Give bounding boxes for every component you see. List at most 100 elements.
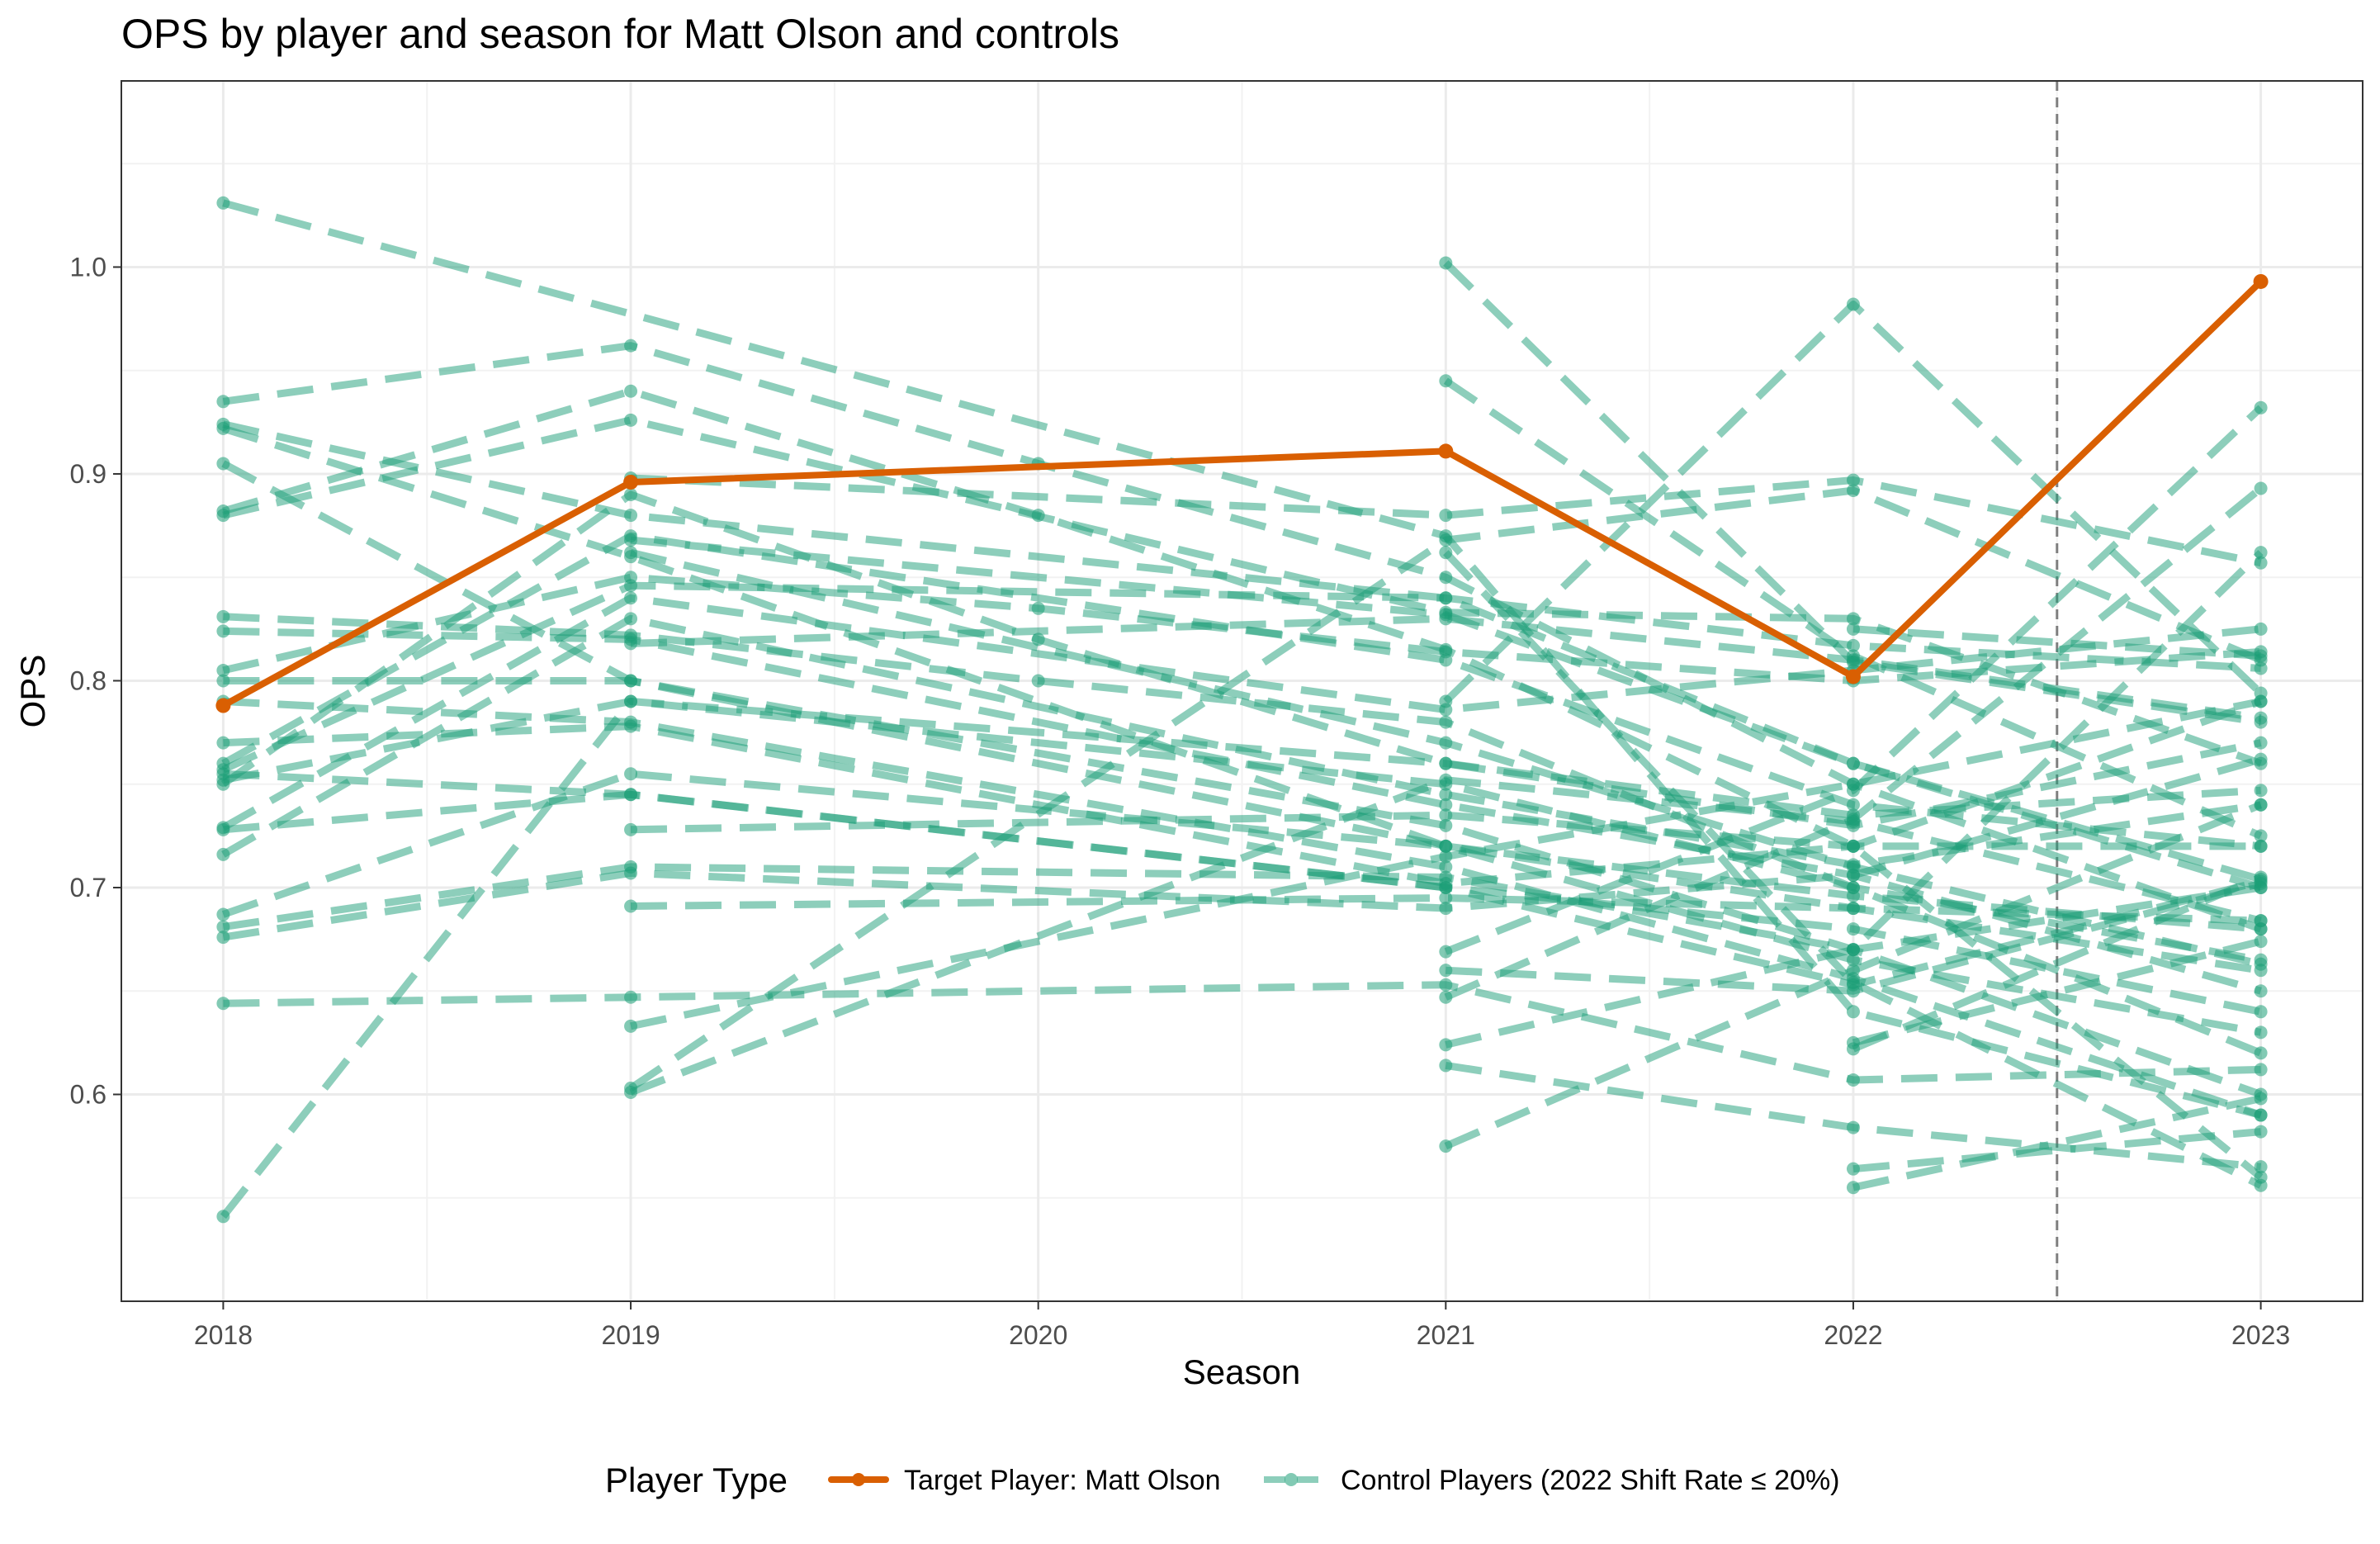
control-point xyxy=(216,920,230,934)
legend: Player Type Target Player: Matt Olson Co… xyxy=(605,1461,1840,1499)
control-point xyxy=(2254,686,2268,700)
control-point xyxy=(1439,694,1453,708)
control-point xyxy=(1439,818,1453,832)
y-axis-title: OPS xyxy=(13,655,52,728)
control-series-line-12 xyxy=(223,698,2263,1119)
control-point xyxy=(216,421,230,435)
control-point xyxy=(1846,1005,1860,1019)
control-point xyxy=(216,1210,230,1224)
control-point xyxy=(2254,1178,2268,1192)
control-series-line-48 xyxy=(1852,937,2262,1047)
control-point xyxy=(216,997,230,1011)
control-point xyxy=(1846,756,1860,770)
control-point xyxy=(1846,984,1860,998)
x-tick-label: 2022 xyxy=(1824,1320,1882,1350)
control-point xyxy=(1846,812,1860,826)
control-series-line-11 xyxy=(223,677,2262,1036)
target-point xyxy=(623,474,639,490)
control-point xyxy=(1439,715,1453,729)
control-series-line-34 xyxy=(628,486,2263,1092)
control-point xyxy=(624,767,638,781)
control-series-line-27 xyxy=(630,474,2262,567)
control-point xyxy=(1439,964,1453,978)
control-point xyxy=(2254,829,2268,843)
control-series-line-32 xyxy=(630,894,2261,925)
control-point xyxy=(1846,1042,1860,1056)
control-point xyxy=(1439,374,1453,388)
control-point xyxy=(2254,736,2268,750)
control-point xyxy=(1846,484,1860,498)
control-point xyxy=(1439,860,1453,874)
control-point xyxy=(216,847,230,861)
control-point xyxy=(1439,1059,1453,1073)
control-series-line-38 xyxy=(1443,550,2263,1189)
control-point xyxy=(216,509,230,523)
control-point xyxy=(2254,1025,2268,1040)
control-point xyxy=(2254,798,2268,812)
control-point xyxy=(1846,839,1860,853)
control-point xyxy=(2254,752,2268,766)
control-point xyxy=(1846,889,1860,903)
control-point xyxy=(1439,978,1453,992)
control-point xyxy=(216,609,230,623)
legend-title: Player Type xyxy=(605,1461,788,1499)
control-point xyxy=(216,736,230,750)
control-series-line-31 xyxy=(630,811,2261,850)
control-point xyxy=(216,907,230,921)
control-point xyxy=(1846,1120,1860,1134)
legend-key-control-dot xyxy=(1285,1473,1298,1486)
control-point xyxy=(1439,591,1453,605)
control-point xyxy=(216,931,230,945)
x-tick-label: 2020 xyxy=(1009,1320,1067,1350)
control-point xyxy=(1846,964,1860,978)
control-point xyxy=(216,777,230,791)
control-series-line-49 xyxy=(1852,874,2263,1053)
x-axis: 2018 2019 2020 2021 2022 2023 xyxy=(194,1301,2290,1350)
control-point xyxy=(2254,839,2268,853)
control-point xyxy=(624,591,638,605)
control-point xyxy=(2254,870,2268,884)
control-series-line-43 xyxy=(1445,549,2264,1049)
control-series-line-1 xyxy=(222,199,2262,1119)
control-series-line-21 xyxy=(221,614,2262,869)
x-tick-label: 2023 xyxy=(2231,1320,2290,1350)
control-series-line-22 xyxy=(221,770,2261,933)
control-series-line-47 xyxy=(1852,1128,2262,1173)
control-point xyxy=(1439,1038,1453,1052)
control-point xyxy=(1439,880,1453,894)
control-point xyxy=(1846,922,1860,936)
target-point xyxy=(1845,669,1861,684)
control-point xyxy=(624,612,638,626)
control-point xyxy=(2254,715,2268,729)
y-tick-label: 0.8 xyxy=(70,665,106,695)
control-point xyxy=(1439,798,1453,812)
control-point xyxy=(1439,533,1453,547)
control-point xyxy=(624,488,638,502)
control-point xyxy=(2254,556,2268,570)
legend-label-target: Target Player: Matt Olson xyxy=(904,1465,1221,1496)
control-point xyxy=(2254,481,2268,495)
control-point xyxy=(2254,1005,2268,1019)
control-point xyxy=(624,694,638,708)
control-point xyxy=(1031,632,1045,646)
control-point xyxy=(216,196,230,210)
control-point xyxy=(624,990,638,1004)
control-point xyxy=(624,546,638,560)
control-point xyxy=(1031,674,1045,688)
control-point xyxy=(1439,839,1453,853)
control-point xyxy=(2254,1092,2268,1106)
control-point xyxy=(624,339,638,353)
target-point xyxy=(2253,273,2269,289)
control-point xyxy=(1846,638,1860,652)
control-point xyxy=(624,384,638,398)
control-point xyxy=(1846,1162,1860,1176)
control-point xyxy=(1439,509,1453,523)
control-point xyxy=(1846,649,1860,663)
control-point xyxy=(624,719,638,733)
control-point xyxy=(1846,943,1860,957)
control-point xyxy=(624,637,638,651)
x-axis-title: Season xyxy=(1183,1352,1300,1391)
control-point xyxy=(2254,935,2268,949)
control-point xyxy=(1439,1139,1453,1153)
